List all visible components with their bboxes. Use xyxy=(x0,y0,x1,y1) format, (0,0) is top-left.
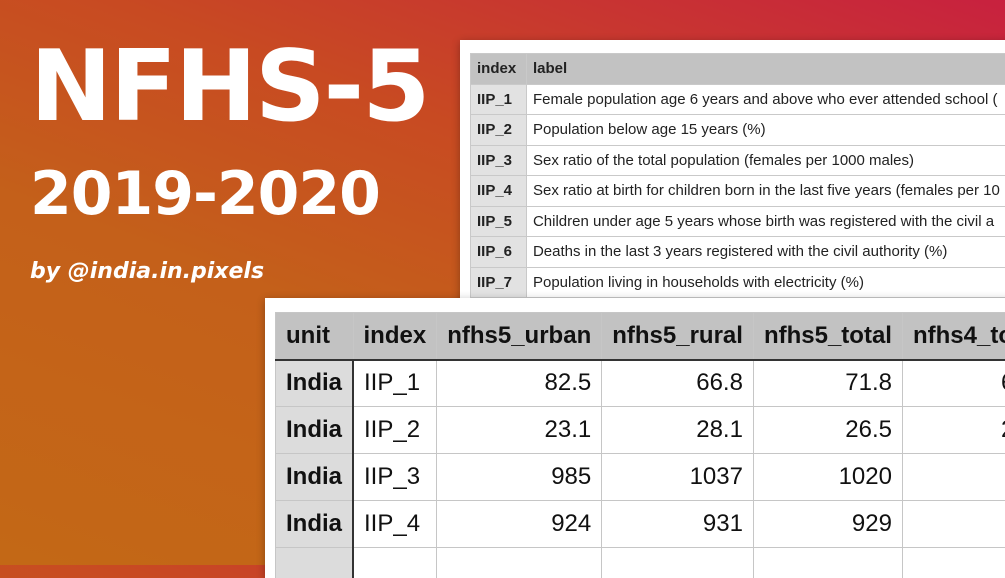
values-table: unit index nfhs5_urban nfhs5_rural nfhs5… xyxy=(275,312,1005,578)
header-index: index xyxy=(353,313,437,360)
cell-index: IIP_4 xyxy=(353,501,437,548)
header-row: index label xyxy=(471,54,1005,85)
header-nfhs5-urban: nfhs5_urban xyxy=(437,313,602,360)
cell-index: IIP_5 xyxy=(471,206,527,237)
cell-label: Population below age 15 years (%) xyxy=(526,115,1005,146)
table-row-partial xyxy=(276,548,1005,578)
cell-label: Children under age 5 years whose birth w… xyxy=(526,206,1005,237)
header-nfhs5-total: nfhs5_total xyxy=(753,313,902,360)
cell-nfhs5-rural: 66.8 xyxy=(602,360,754,407)
cell-index: IIP_4 xyxy=(471,176,527,207)
cell-index: IIP_3 xyxy=(353,454,437,501)
cell-unit: India xyxy=(276,501,354,548)
cell-index: IIP_6 xyxy=(471,237,527,268)
cell-nfhs4-total xyxy=(902,548,1005,578)
cell-unit xyxy=(276,548,354,578)
cell-index: IIP_1 xyxy=(353,360,437,407)
cell-nfhs4-total: 91 xyxy=(902,501,1005,548)
header-index: index xyxy=(471,54,527,85)
cell-index: IIP_7 xyxy=(471,267,527,298)
cell-nfhs5-rural: 1037 xyxy=(602,454,754,501)
header-label: label xyxy=(526,54,1005,85)
cell-label: Deaths in the last 3 years registered wi… xyxy=(526,237,1005,268)
cell-nfhs5-total xyxy=(753,548,902,578)
byline: by @india.in.pixels xyxy=(30,259,264,284)
cell-nfhs5-urban: 924 xyxy=(437,501,602,548)
cell-nfhs4-total: 28. xyxy=(902,407,1005,454)
cell-nfhs5-rural xyxy=(602,548,754,578)
cell-nfhs4-total: 99 xyxy=(902,454,1005,501)
cell-nfhs5-rural: 931 xyxy=(602,501,754,548)
cell-unit: India xyxy=(276,407,354,454)
cell-nfhs5-total: 26.5 xyxy=(753,407,902,454)
values-table-card: unit index nfhs5_urban nfhs5_rural nfhs5… xyxy=(265,298,1005,578)
title: NFHS-5 xyxy=(30,38,428,136)
cell-index: IIP_1 xyxy=(471,84,527,115)
cell-nfhs4-total: 68. xyxy=(902,360,1005,407)
cell-label: Female population age 6 years and above … xyxy=(526,84,1005,115)
cell-index: IIP_3 xyxy=(471,145,527,176)
cell-nfhs5-total: 1020 xyxy=(753,454,902,501)
cell-nfhs5-urban: 82.5 xyxy=(437,360,602,407)
cell-label: Population living in households with ele… xyxy=(526,267,1005,298)
cell-nfhs5-rural: 28.1 xyxy=(602,407,754,454)
header-nfhs5-rural: nfhs5_rural xyxy=(602,313,754,360)
cell-nfhs5-urban: 23.1 xyxy=(437,407,602,454)
cell-nfhs5-total: 929 xyxy=(753,501,902,548)
cell-unit: India xyxy=(276,454,354,501)
header-nfhs4-total: nfhs4_tota xyxy=(902,313,1005,360)
cell-nfhs5-total: 71.8 xyxy=(753,360,902,407)
header-row: unit index nfhs5_urban nfhs5_rural nfhs5… xyxy=(276,313,1005,360)
cell-index: IIP_2 xyxy=(471,115,527,146)
cell-index: IIP_2 xyxy=(353,407,437,454)
cell-nfhs5-urban: 985 xyxy=(437,454,602,501)
cell-unit: India xyxy=(276,360,354,407)
cell-index xyxy=(353,548,437,578)
header-unit: unit xyxy=(276,313,354,360)
cell-label: Sex ratio at birth for children born in … xyxy=(526,176,1005,207)
years-subtitle: 2019-2020 xyxy=(30,164,380,224)
cell-nfhs5-urban xyxy=(437,548,602,578)
cell-label: Sex ratio of the total population (femal… xyxy=(526,145,1005,176)
